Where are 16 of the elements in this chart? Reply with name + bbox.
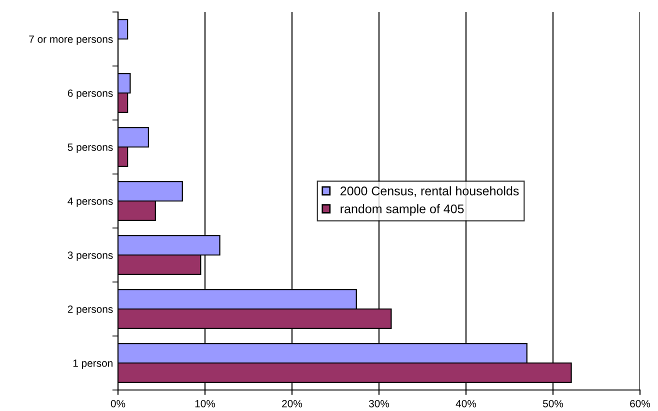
y-tick-label: 4 persons: [68, 198, 113, 207]
x-tick-label: 40%: [456, 400, 476, 408]
x-tick-label: 20%: [282, 400, 302, 408]
y-tick-label: 3 persons: [68, 252, 113, 261]
y-tick-label: 7 or more persons: [29, 36, 113, 45]
x-tick-label: 0%: [110, 400, 126, 408]
x-tick-label: 10%: [195, 400, 216, 408]
legend-label: 2000 Census, rental households: [340, 186, 519, 197]
legend-label: random sample of 405: [340, 204, 464, 216]
y-tick-label: 6 persons: [68, 90, 113, 99]
y-tick-label: 1 person: [73, 360, 112, 369]
x-tick-label: 50%: [542, 400, 564, 408]
y-tick-label: 2 persons: [68, 306, 113, 315]
y-tick-label: 5 persons: [68, 144, 113, 153]
x-tick-label: 30%: [368, 400, 390, 408]
x-tick-label: 60%: [630, 400, 650, 408]
